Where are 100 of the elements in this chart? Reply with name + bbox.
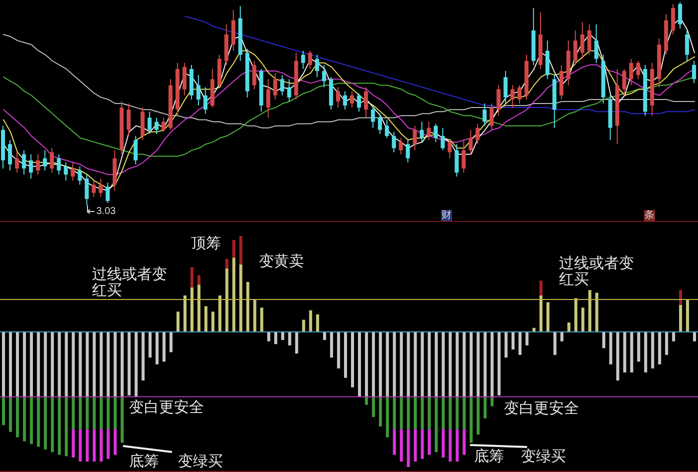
bar bbox=[651, 332, 654, 368]
bar bbox=[456, 429, 459, 462]
bar bbox=[316, 314, 320, 332]
candlestick bbox=[182, 62, 186, 96]
bar bbox=[490, 396, 494, 406]
bar bbox=[637, 332, 640, 362]
candlestick bbox=[692, 60, 696, 84]
candlestick bbox=[162, 117, 166, 132]
bar bbox=[2, 396, 5, 426]
bar bbox=[337, 332, 340, 368]
bar bbox=[78, 332, 82, 397]
bar bbox=[281, 332, 284, 340]
bar bbox=[8, 332, 12, 397]
candlestick bbox=[468, 129, 473, 155]
candlestick bbox=[378, 113, 382, 134]
bar bbox=[170, 332, 173, 352]
candlestick bbox=[196, 74, 200, 106]
bar bbox=[428, 396, 431, 430]
bar bbox=[64, 396, 68, 456]
bar bbox=[588, 290, 592, 332]
candlestick bbox=[287, 78, 292, 102]
bar bbox=[274, 332, 278, 344]
bar bbox=[518, 332, 522, 355]
bar bbox=[106, 429, 110, 459]
bar bbox=[448, 396, 452, 430]
bar bbox=[36, 332, 40, 397]
bar bbox=[462, 332, 466, 397]
bar bbox=[323, 332, 326, 340]
candlestick bbox=[454, 144, 459, 178]
bar bbox=[92, 396, 96, 430]
bar bbox=[386, 332, 389, 397]
bar bbox=[392, 332, 396, 397]
bar bbox=[225, 268, 228, 332]
bar bbox=[162, 332, 166, 362]
candlestick bbox=[440, 127, 445, 151]
candlestick bbox=[252, 60, 256, 90]
candlestick bbox=[629, 58, 634, 86]
bar bbox=[414, 396, 417, 430]
annotation: 过线或者变红买 bbox=[92, 265, 168, 299]
candlestick bbox=[587, 24, 592, 56]
candlestick bbox=[392, 131, 396, 153]
bar bbox=[616, 332, 620, 381]
candlestick bbox=[64, 162, 68, 182]
bar bbox=[330, 332, 334, 358]
bar bbox=[58, 332, 61, 397]
bar bbox=[595, 292, 598, 332]
bar bbox=[679, 290, 682, 305]
bar bbox=[442, 396, 445, 430]
bar bbox=[623, 332, 626, 372]
candlestick bbox=[678, 2, 682, 29]
bar bbox=[658, 332, 662, 364]
bar bbox=[406, 332, 410, 397]
candlestick bbox=[434, 123, 438, 143]
bar bbox=[92, 332, 96, 397]
bar bbox=[58, 396, 61, 455]
bar bbox=[106, 396, 110, 430]
annotation: 变白更安全 bbox=[504, 399, 579, 417]
candlestick bbox=[8, 140, 12, 171]
candlestick bbox=[685, 30, 690, 62]
bar bbox=[609, 332, 612, 364]
bar bbox=[420, 396, 424, 430]
bar bbox=[526, 332, 528, 346]
bar bbox=[128, 332, 131, 396]
bar bbox=[204, 306, 208, 332]
candlestick bbox=[426, 121, 431, 141]
candlestick bbox=[106, 182, 110, 204]
candlestick bbox=[98, 178, 103, 198]
candlestick bbox=[636, 60, 640, 80]
bar bbox=[442, 429, 445, 458]
bar bbox=[239, 236, 242, 264]
candlestick bbox=[448, 140, 452, 159]
candlestick bbox=[70, 162, 75, 182]
bar bbox=[372, 396, 375, 418]
bar bbox=[183, 295, 186, 332]
bar bbox=[190, 267, 194, 288]
bar bbox=[225, 258, 228, 268]
candlestick bbox=[370, 105, 375, 128]
bar bbox=[462, 429, 466, 455]
bar bbox=[16, 396, 19, 438]
bar bbox=[120, 332, 124, 397]
bar bbox=[106, 332, 110, 397]
candlestick bbox=[56, 154, 61, 176]
bar bbox=[114, 332, 117, 397]
candlestick bbox=[412, 125, 417, 151]
bar bbox=[295, 332, 298, 354]
bar bbox=[142, 332, 145, 381]
bar bbox=[50, 332, 54, 397]
annotation: 顶筹 bbox=[191, 234, 221, 252]
bar bbox=[470, 396, 473, 443]
bar bbox=[574, 298, 578, 332]
bar bbox=[100, 332, 103, 397]
annotation: 变白更安全 bbox=[129, 398, 204, 416]
candlestick bbox=[36, 154, 40, 176]
bar bbox=[44, 396, 47, 450]
bar bbox=[400, 332, 403, 397]
candlestick bbox=[490, 103, 494, 130]
bar bbox=[539, 280, 542, 296]
candlestick bbox=[322, 64, 326, 88]
bar bbox=[456, 332, 459, 397]
candlestick bbox=[301, 50, 306, 70]
